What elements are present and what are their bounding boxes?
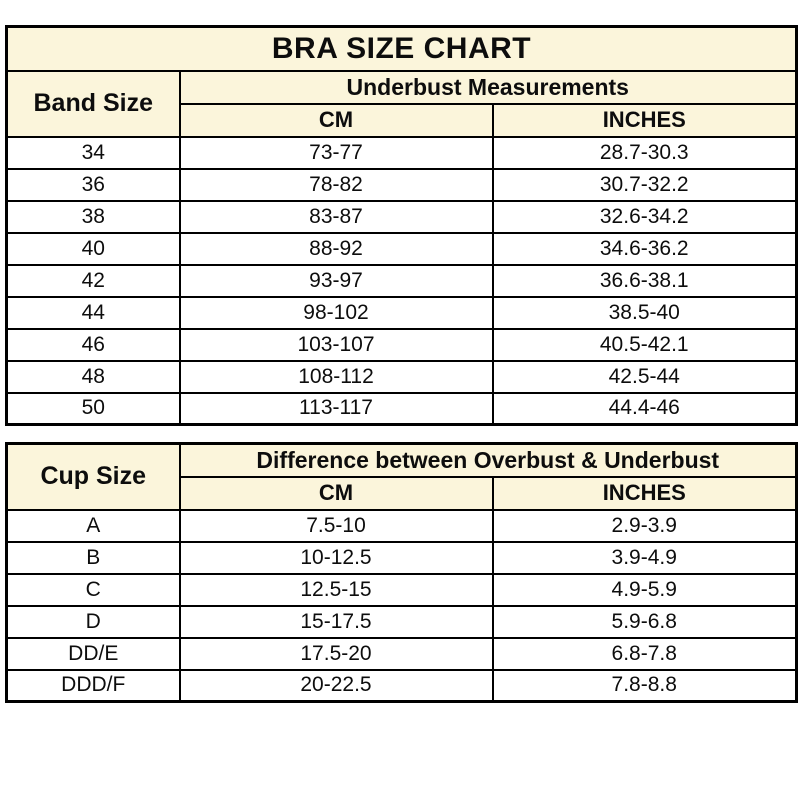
difference-group-header: Difference between Overbust & Underbust [178,442,798,478]
table-row: DDD/F 20-22.5 7.8-8.8 [5,668,798,703]
inches-cell: 28.7-30.3 [491,135,798,170]
inches-cell: 7.8-8.8 [491,668,798,703]
cm-column-header: CM [178,475,494,511]
cm-cell: 73-77 [178,135,494,170]
band-cell: 40 [5,231,181,266]
cup-cell: B [5,540,181,575]
cm-cell: 78-82 [178,167,494,202]
inches-cell: 6.8-7.8 [491,636,798,671]
inches-cell: 42.5-44 [491,359,798,394]
inches-cell: 40.5-42.1 [491,327,798,362]
inches-cell: 36.6-38.1 [491,263,798,298]
cup-cell: C [5,572,181,607]
table-row: 34 73-77 28.7-30.3 [5,135,798,170]
cup-cell: D [5,604,181,639]
inches-column-header: INCHES [491,475,798,511]
table-row: DD/E 17.5-20 6.8-7.8 [5,636,798,671]
group-header-row: Band Size Underbust Measurements [5,69,798,138]
table-row: A 7.5-10 2.9-3.9 [5,508,798,543]
table-row: 42 93-97 36.6-38.1 [5,263,798,298]
inches-cell: 4.9-5.9 [491,572,798,607]
cm-column-header: CM [178,102,494,138]
table-row: 50 113-117 44.4-46 [5,391,798,426]
underbust-group-header: Underbust Measurements [178,69,798,105]
size-chart-page: BRA SIZE CHART Band Size Underbust Measu… [5,25,798,703]
band-size-column-header: Band Size [5,69,181,138]
cup-cell: DDD/F [5,668,181,703]
band-cell: 50 [5,391,181,426]
inches-cell: 38.5-40 [491,295,798,330]
title-row: BRA SIZE CHART [5,25,798,72]
table-row: B 10-12.5 3.9-4.9 [5,540,798,575]
cup-size-table: Cup Size Difference between Overbust & U… [5,442,798,703]
band-cell: 46 [5,327,181,362]
table-row: 40 88-92 34.6-36.2 [5,231,798,266]
table-row: 46 103-107 40.5-42.1 [5,327,798,362]
band-cell: 48 [5,359,181,394]
cm-cell: 98-102 [178,295,494,330]
chart-title: BRA SIZE CHART [5,25,798,72]
cm-cell: 20-22.5 [178,668,494,703]
inches-cell: 30.7-32.2 [491,167,798,202]
table-row: 38 83-87 32.6-34.2 [5,199,798,234]
cm-cell: 10-12.5 [178,540,494,575]
band-cell: 36 [5,167,181,202]
cm-cell: 7.5-10 [178,508,494,543]
cm-cell: 83-87 [178,199,494,234]
table-row: D 15-17.5 5.9-6.8 [5,604,798,639]
group-header-row: Cup Size Difference between Overbust & U… [5,442,798,511]
cm-cell: 108-112 [178,359,494,394]
table-row: 48 108-112 42.5-44 [5,359,798,394]
cm-cell: 103-107 [178,327,494,362]
table-row: 36 78-82 30.7-32.2 [5,167,798,202]
band-cell: 38 [5,199,181,234]
inches-cell: 44.4-46 [491,391,798,426]
table-row: C 12.5-15 4.9-5.9 [5,572,798,607]
table-row: 44 98-102 38.5-40 [5,295,798,330]
band-cell: 44 [5,295,181,330]
cup-cell: A [5,508,181,543]
cm-cell: 88-92 [178,231,494,266]
cm-cell: 12.5-15 [178,572,494,607]
inches-column-header: INCHES [491,102,798,138]
band-size-table: BRA SIZE CHART Band Size Underbust Measu… [5,25,798,426]
cup-size-column-header: Cup Size [5,442,181,511]
band-cell: 42 [5,263,181,298]
band-cell: 34 [5,135,181,170]
inches-cell: 32.6-34.2 [491,199,798,234]
inches-cell: 34.6-36.2 [491,231,798,266]
unit-header-row: CM INCHES [7,475,798,511]
cm-cell: 17.5-20 [178,636,494,671]
cm-cell: 15-17.5 [178,604,494,639]
cm-cell: 113-117 [178,391,494,426]
inches-cell: 5.9-6.8 [491,604,798,639]
cm-cell: 93-97 [178,263,494,298]
inches-cell: 3.9-4.9 [491,540,798,575]
cup-cell: DD/E [5,636,181,671]
inches-cell: 2.9-3.9 [491,508,798,543]
unit-header-row: CM INCHES [7,102,798,138]
